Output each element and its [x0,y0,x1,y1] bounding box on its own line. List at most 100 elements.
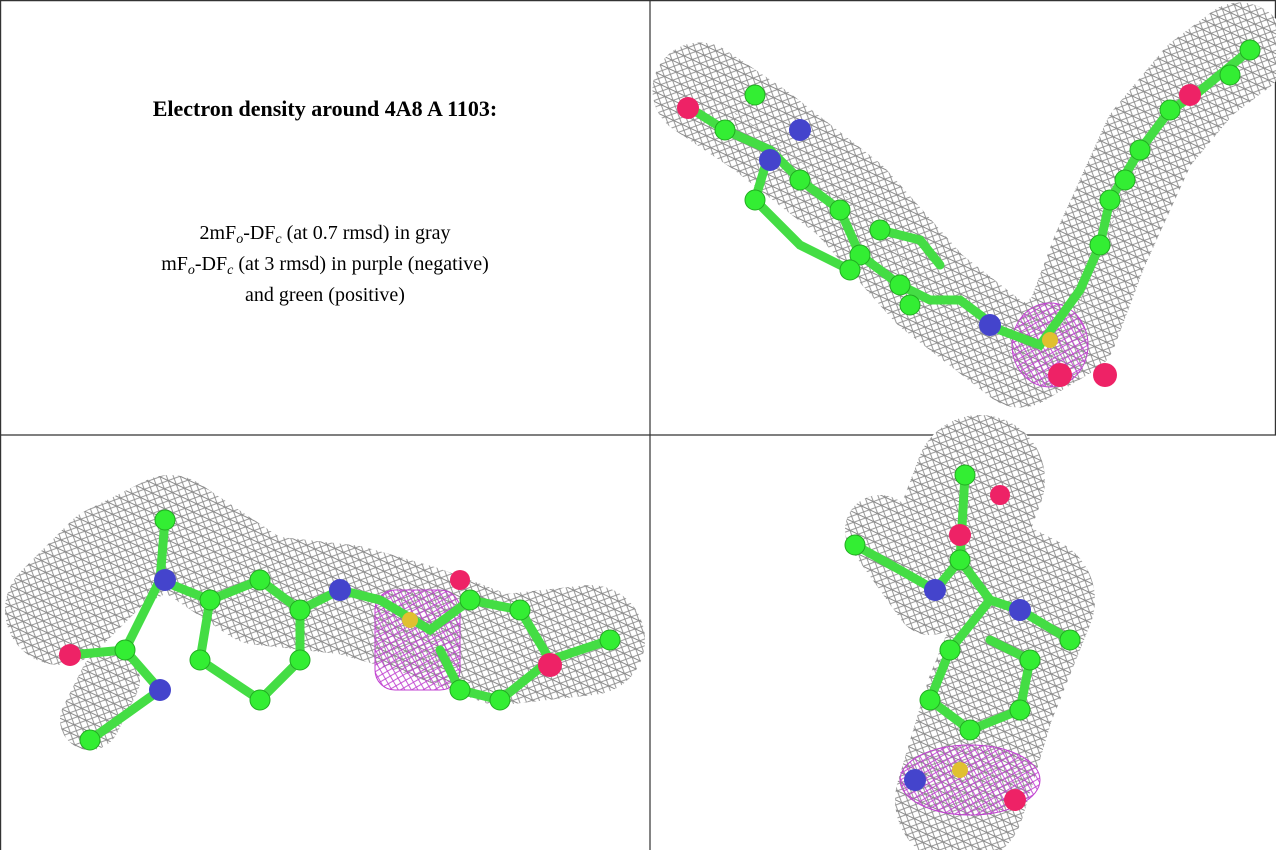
atom [199,589,221,611]
text: (at 3 rmsd) in purple (negative) [233,253,489,275]
atom [714,119,736,141]
subscript: o [187,263,195,278]
mesh-shape [845,495,965,635]
atom [979,314,1001,336]
subscript: c [275,232,282,247]
atom [249,689,271,711]
atom [829,199,851,221]
mesh-shape [904,579,1031,791]
atom [952,762,968,778]
atom [289,599,311,621]
atom [599,629,621,651]
atom [959,719,981,741]
atom [869,219,891,241]
atom [249,569,271,591]
atom [677,97,699,119]
atom [889,274,911,296]
mesh-shape [714,39,1261,316]
atom [1009,699,1031,721]
mesh-shape [844,464,1081,741]
atom [990,485,1010,505]
atom [1089,234,1111,256]
atom [1048,363,1072,387]
figure-title: Electron density around 4A8 A 1103: [152,96,498,121]
caption-line: mFo-DFc (at 3 rmsd) in purple (negative) [0,249,650,280]
atom [450,570,470,590]
atom [789,169,811,191]
atom [1114,169,1136,191]
caption: 2mFo-DFc (at 0.7 rmsd) in gray mFo-DFc (… [0,218,650,311]
atom [1179,84,1201,106]
atom [904,769,926,791]
atom [1004,789,1026,811]
atom [954,464,976,486]
atom [1042,332,1058,348]
density-view-2 [5,475,645,751]
atom [789,119,811,141]
atom [744,84,766,106]
mesh-shape [79,509,621,751]
mesh-shape [759,119,1001,336]
atom [844,534,866,556]
mesh-shape [374,589,461,691]
mesh-shape [59,570,562,677]
atom [1239,39,1261,61]
atom [1219,64,1241,86]
atom [489,689,511,711]
atom [538,653,562,677]
subscript: c [227,263,234,278]
atom [1009,599,1031,621]
atom [899,294,921,316]
mesh-shape [875,225,945,270]
mesh-shape [545,635,615,665]
atom [154,509,176,531]
atom [1129,139,1151,161]
atom [154,569,176,591]
atom [329,579,351,601]
atom [114,639,136,661]
atom [289,649,311,671]
atom [402,612,418,628]
text-cell: Electron density around 4A8 A 1103: 2mFo… [0,0,650,435]
atom [149,679,171,701]
mesh-shape [677,84,1201,387]
atom [1093,363,1117,387]
atom [79,729,101,751]
mesh-shape [955,470,970,565]
subscript: o [236,232,244,247]
atom [1059,629,1081,651]
atom [839,259,861,281]
text: -DF [243,222,276,244]
mesh-shape [65,574,556,705]
text: -DF [194,253,228,275]
mesh-shape [949,485,1026,811]
atom [924,579,946,601]
atom [509,599,531,621]
text: (at 0.7 rmsd) in gray [281,222,451,244]
atom [189,649,211,671]
atom [1099,189,1121,211]
atom [744,189,766,211]
atom [949,549,971,571]
mesh-shape [749,145,855,275]
mesh-shape [60,650,140,750]
mesh-shape [5,475,645,705]
atom [1019,649,1041,671]
atom [919,689,941,711]
density-view-3 [844,415,1095,850]
atom [1159,99,1181,121]
text: 2mF [199,222,237,244]
atom [59,644,81,666]
atom [449,679,471,701]
atom [849,244,871,266]
atom [759,149,781,171]
atom [939,639,961,661]
text: mF [161,253,188,275]
atom [949,524,971,546]
mesh-shape [652,2,1276,408]
atom [459,589,481,611]
mesh-shape [149,569,351,701]
caption-line: 2mFo-DFc (at 0.7 rmsd) in gray [0,218,650,249]
